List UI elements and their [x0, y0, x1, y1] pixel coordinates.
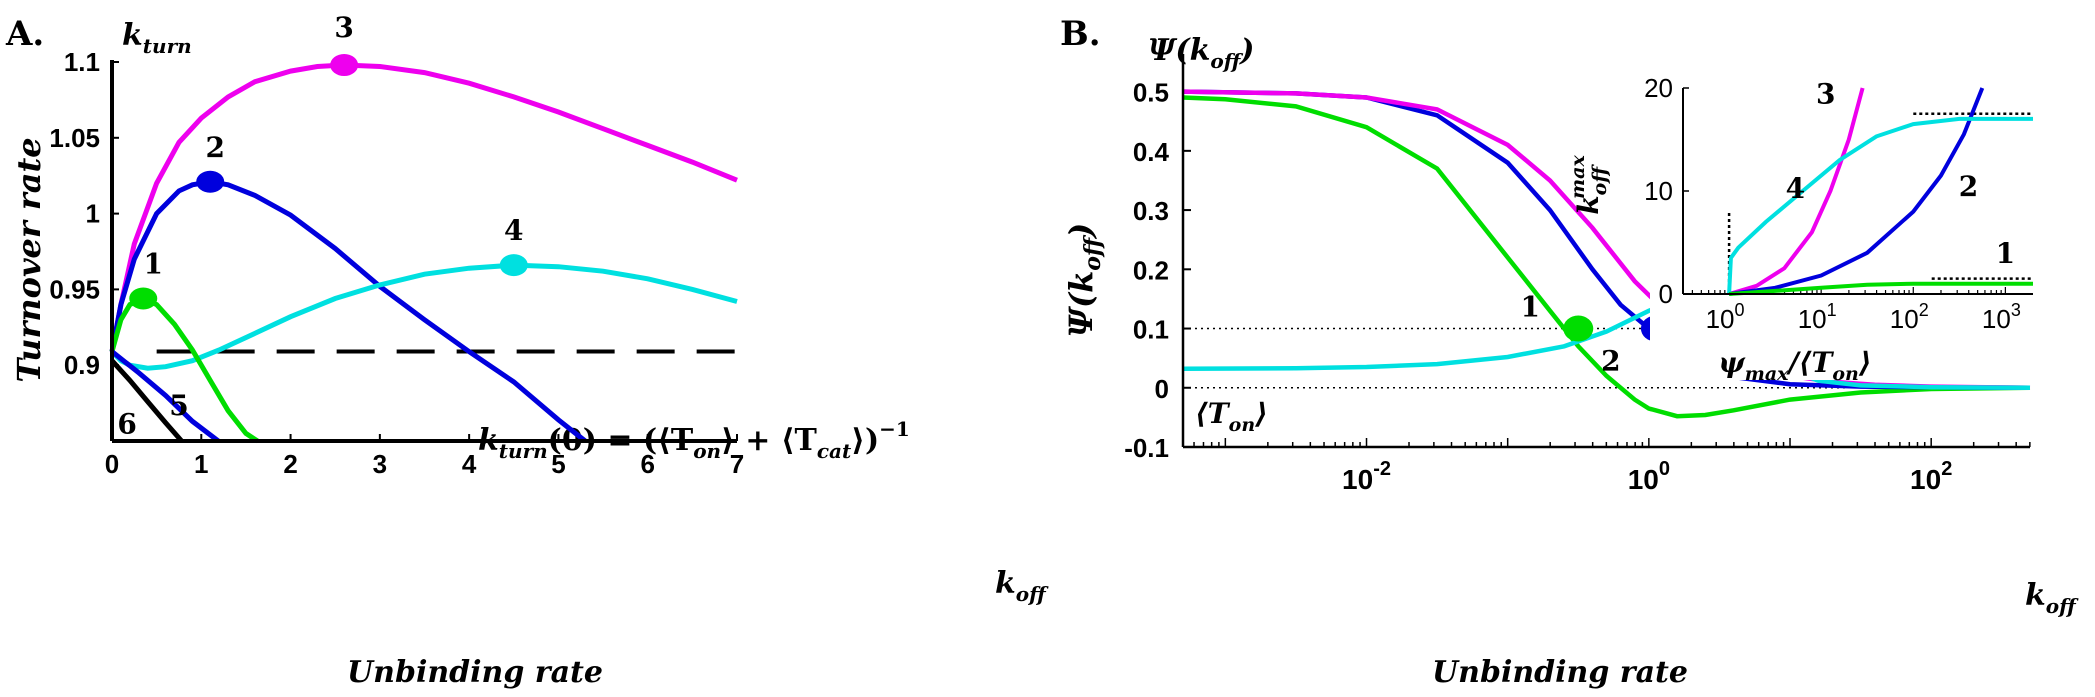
x-tick-label: 4: [462, 449, 477, 479]
y-tick-label: 1.1: [64, 47, 100, 77]
y-tick-label: -0.1: [1124, 433, 1169, 463]
series-line-2: [109, 179, 587, 443]
inset-series-line-1: [1728, 281, 2033, 296]
panel-a-xlabel-end: koff: [995, 566, 1049, 606]
inset-chart: 100 101 102 103 0 10 20 3 2 4 1 ψmax/⟨Ton⟩ koffma…: [1567, 70, 2050, 385]
panel-b-ylabel: Ψ(koff): [1062, 223, 1106, 338]
x-tick-label: 100: [1628, 458, 1670, 495]
panel-b-label: B.: [1060, 14, 1101, 54]
series-marker-3: [330, 54, 359, 77]
series-label-3: 3: [334, 11, 353, 44]
inset-x-tick-label: 100: [1706, 300, 1745, 334]
x-tick-label: 2: [283, 449, 297, 479]
inset-series: 3 2 4 1: [1727, 77, 2033, 296]
panel-b-axes: [1181, 54, 2030, 449]
inset-series-label-3: 3: [1816, 77, 1835, 110]
series-line-1: [109, 295, 259, 444]
y-tick-label: 0.9: [64, 350, 100, 380]
panel-a-xlabel: Unbinding rate: [347, 655, 603, 690]
panel-b-ylabel-top: Ψ(koff): [1148, 33, 1254, 73]
inset-series-label-4: 4: [1786, 172, 1805, 205]
panel-a-label: A.: [5, 14, 44, 54]
x-tick-label: 3: [373, 449, 387, 479]
y-tick-label: 0.4: [1133, 137, 1170, 167]
panel-b: B. Ψ(koff) Ψ(koff) Unbinding rate koff ⟨…: [1060, 14, 2079, 690]
panel-a: A. kturn Turnover rate Unbinding rate ko…: [5, 11, 1049, 690]
y-tick-label: 1.05: [49, 123, 100, 153]
series-label-4: 4: [504, 214, 523, 247]
inset-y-tick-label: 20: [1644, 73, 1673, 103]
series-label-1: 1: [1521, 291, 1540, 324]
panel-b-ticks: 10-2 100 102-0.100.10.20.30.40.5: [1124, 78, 2031, 495]
inset-series-line-2: [1728, 87, 1985, 296]
x-tick-label: 6: [640, 449, 654, 479]
inset-series-label-1: 1: [1996, 237, 2015, 270]
x-tick-label: 10-2: [1342, 458, 1391, 495]
series-label-2: 2: [1601, 345, 1620, 378]
x-tick-label: 7: [730, 449, 744, 479]
series-line-4: [110, 262, 738, 371]
y-tick-label: 1: [86, 199, 100, 229]
x-tick-label: 102: [1910, 458, 1952, 495]
series-marker-1: [129, 287, 158, 310]
series-line-5: [110, 349, 220, 443]
x-tick-label: 0: [105, 449, 119, 479]
inset-xlabel: ψmax/⟨Ton⟩: [1718, 346, 1871, 385]
panel-a-ylabel: Turnover rate: [10, 137, 48, 382]
inset-x-tick-label: 102: [1890, 300, 1929, 334]
series-label-2: 2: [205, 131, 224, 164]
series-line-6: [110, 359, 184, 443]
x-tick-label: 1: [194, 449, 208, 479]
y-tick-label: 0.1: [1133, 315, 1169, 345]
y-tick-label: 0.5: [1133, 78, 1169, 108]
inset-series-label-2: 2: [1959, 170, 1978, 203]
series-label-6: 6: [117, 407, 136, 440]
inset-series-line-3: [1728, 87, 1865, 296]
y-tick-label: 0.3: [1133, 196, 1169, 226]
panel-b-xlabel-end: koff: [2025, 578, 2079, 618]
panel-a-series: 3 2 4 1 56: [109, 11, 738, 444]
inset-series-line-4: [1727, 116, 2033, 295]
inset-ylabel: koffmax: [1567, 155, 1611, 215]
y-tick-label: 0.2: [1133, 255, 1169, 285]
inset-x-tick-label: 101: [1798, 300, 1837, 334]
series-marker-4: [499, 254, 528, 277]
series-line-3: [109, 62, 738, 353]
inset-x-tick-label: 103: [1982, 300, 2021, 334]
y-tick-label: 0.95: [49, 274, 100, 304]
inset-background: [1650, 70, 2050, 380]
panel-a-ylabel-top: kturn: [122, 18, 192, 58]
ton-label: ⟨Ton⟩: [1195, 397, 1268, 436]
panel-a-axes: [110, 60, 737, 443]
inset-axes: [1682, 88, 2033, 295]
panel-b-xlabel: Unbinding rate: [1432, 655, 1688, 690]
y-tick-label: 0: [1155, 374, 1169, 404]
series-label-5: 5: [169, 389, 188, 422]
x-tick-label: 5: [551, 449, 565, 479]
inset-ticks: 100 101 102 103 0 10 20: [1644, 73, 2021, 334]
inset-y-tick-label: 10: [1644, 176, 1673, 206]
series-line-1: [1182, 95, 2031, 419]
series-marker-1: [1563, 315, 1594, 342]
series-label-1: 1: [144, 247, 163, 280]
series-marker-2: [196, 170, 225, 193]
inset-y-tick-label: 0: [1659, 279, 1673, 309]
